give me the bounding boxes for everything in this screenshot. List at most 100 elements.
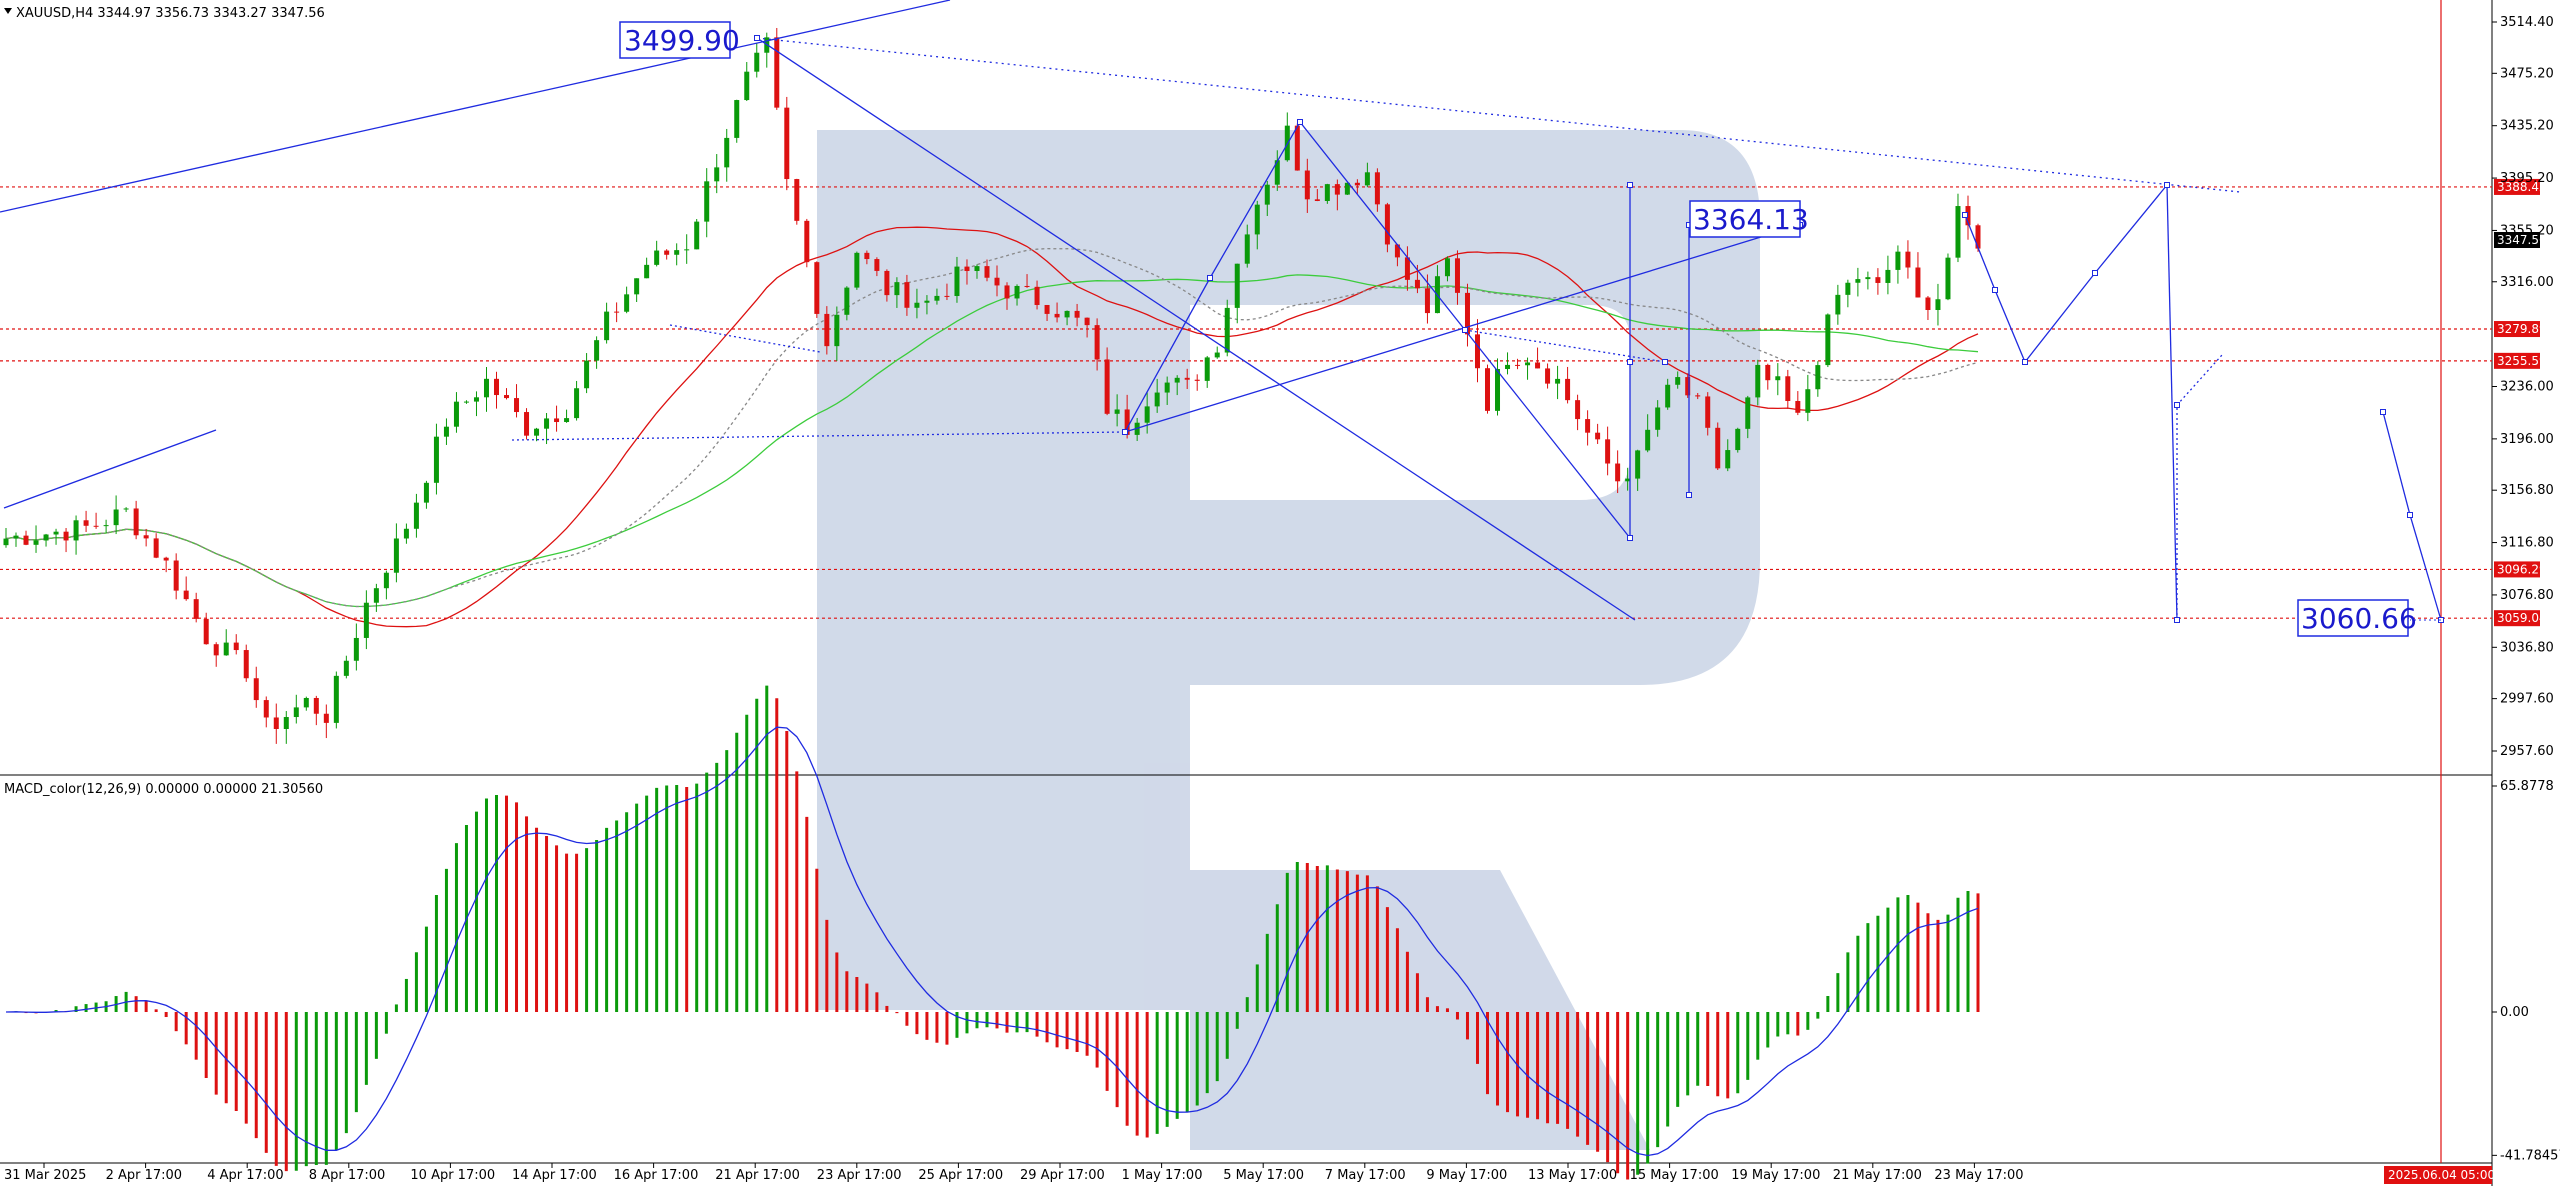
candle-body — [824, 313, 830, 347]
candle-body — [1715, 427, 1721, 469]
candle-body — [1154, 392, 1160, 407]
candle-body — [574, 388, 580, 419]
candle-body — [624, 294, 630, 312]
level-label: 3279.89 — [2497, 322, 2547, 336]
annotation-mid[interactable]: 3364.13 — [1689, 200, 1809, 238]
anchor-point — [2164, 182, 2170, 188]
candle-body — [1104, 359, 1110, 414]
candle-body — [1034, 286, 1040, 305]
ma-gray-line — [5, 247, 1979, 608]
candle-body — [1414, 279, 1420, 289]
candle-body — [894, 282, 900, 296]
anchor-point — [2407, 512, 2413, 518]
candle-body — [1915, 267, 1921, 298]
candle-body — [814, 262, 820, 314]
candle-body — [1875, 277, 1881, 283]
candle-body — [774, 37, 780, 108]
time-label: 21 May 17:00 — [1833, 1168, 1922, 1183]
level-label: 3255.59 — [2497, 354, 2547, 368]
candle-body — [1274, 160, 1280, 185]
time-label: 31 Mar 2025 — [4, 1168, 86, 1183]
level-tag — [2494, 610, 2540, 627]
candle-body — [1935, 299, 1941, 310]
candle-body — [1545, 368, 1551, 384]
candle-body — [1685, 377, 1691, 396]
anchor-point — [1627, 359, 1633, 365]
price-label: 3435.20 — [2500, 119, 2554, 134]
candle-body — [1625, 478, 1631, 482]
time-label: 10 Apr 17:00 — [410, 1168, 495, 1183]
candle-body — [984, 266, 990, 278]
collapse-triangle-icon[interactable] — [4, 8, 12, 14]
candle-body — [704, 181, 710, 222]
candle-body — [493, 378, 499, 396]
candle-body — [1224, 307, 1230, 353]
candle-body — [1585, 419, 1591, 433]
candle-body — [1895, 251, 1901, 270]
candle-body — [1364, 172, 1370, 186]
time-label: 21 Apr 17:00 — [715, 1168, 800, 1183]
candle-body — [1595, 432, 1601, 440]
candle-body — [1464, 292, 1470, 335]
time-label: 16 Apr 17:00 — [614, 1168, 699, 1183]
current-price-tag: 3347.56 — [2494, 232, 2547, 248]
time-label: 8 Apr 17:00 — [309, 1168, 386, 1183]
candle-body — [1795, 400, 1801, 413]
trend-line — [2382, 411, 2411, 516]
candle-body — [944, 295, 950, 297]
candle-body — [914, 302, 920, 308]
macd-label: 0.00 — [2500, 1005, 2529, 1020]
trend-line — [2094, 184, 2168, 274]
candle-body — [1745, 397, 1751, 429]
trend-line — [756, 37, 2241, 193]
level-label: 3096.29 — [2497, 562, 2547, 576]
anchor-point — [2022, 359, 2028, 365]
trend-line — [3, 429, 217, 509]
candle-body — [1264, 184, 1270, 205]
candle-body — [1485, 368, 1491, 411]
candle-body — [1885, 269, 1891, 283]
candle-body — [924, 300, 930, 303]
candle-body — [514, 398, 520, 413]
candle-body — [1845, 282, 1851, 295]
candle-body — [73, 520, 79, 541]
candle-body — [1775, 376, 1781, 381]
price-label: 2997.60 — [2500, 692, 2554, 707]
trend-line — [756, 37, 1636, 621]
candle-body — [143, 535, 149, 539]
macd-label: 65.8778 — [2500, 779, 2554, 794]
candle-body — [1495, 369, 1501, 411]
candle-body — [323, 713, 329, 723]
annotation-high[interactable]: 3499.90 — [619, 21, 740, 59]
candle-body — [804, 220, 810, 263]
candle-body — [1124, 409, 1130, 435]
candle-body — [1054, 313, 1060, 318]
trend-line — [1299, 121, 1466, 331]
candle-body — [293, 707, 299, 718]
anchor-point — [754, 35, 760, 41]
candle-body — [1955, 206, 1961, 258]
time-label: 7 May 17:00 — [1325, 1168, 1406, 1183]
anchor-point — [1207, 275, 1213, 281]
candle-body — [714, 167, 720, 182]
annotation-target[interactable]: 3060.66 — [2297, 599, 2417, 637]
price-label: 3236.00 — [2500, 380, 2554, 395]
candle-body — [1004, 285, 1010, 299]
macd-histogram — [5, 685, 1980, 1180]
candle-body — [1645, 429, 1651, 451]
candle-body — [1945, 257, 1951, 300]
time-label: 14 Apr 17:00 — [512, 1168, 597, 1183]
candle-body — [213, 644, 219, 656]
candle-body — [1825, 314, 1831, 366]
svg-text:2025.06.04 05:00: 2025.06.04 05:00 — [2388, 1168, 2495, 1182]
candle-body — [1865, 277, 1871, 280]
candle-body — [183, 590, 189, 600]
trend-drawings[interactable] — [0, 0, 2444, 623]
candle-body — [854, 252, 860, 288]
candle-body — [844, 287, 850, 315]
candle-body — [614, 311, 620, 313]
candle-body — [794, 179, 800, 221]
candle-body — [1855, 279, 1861, 283]
candle-body — [373, 588, 379, 603]
